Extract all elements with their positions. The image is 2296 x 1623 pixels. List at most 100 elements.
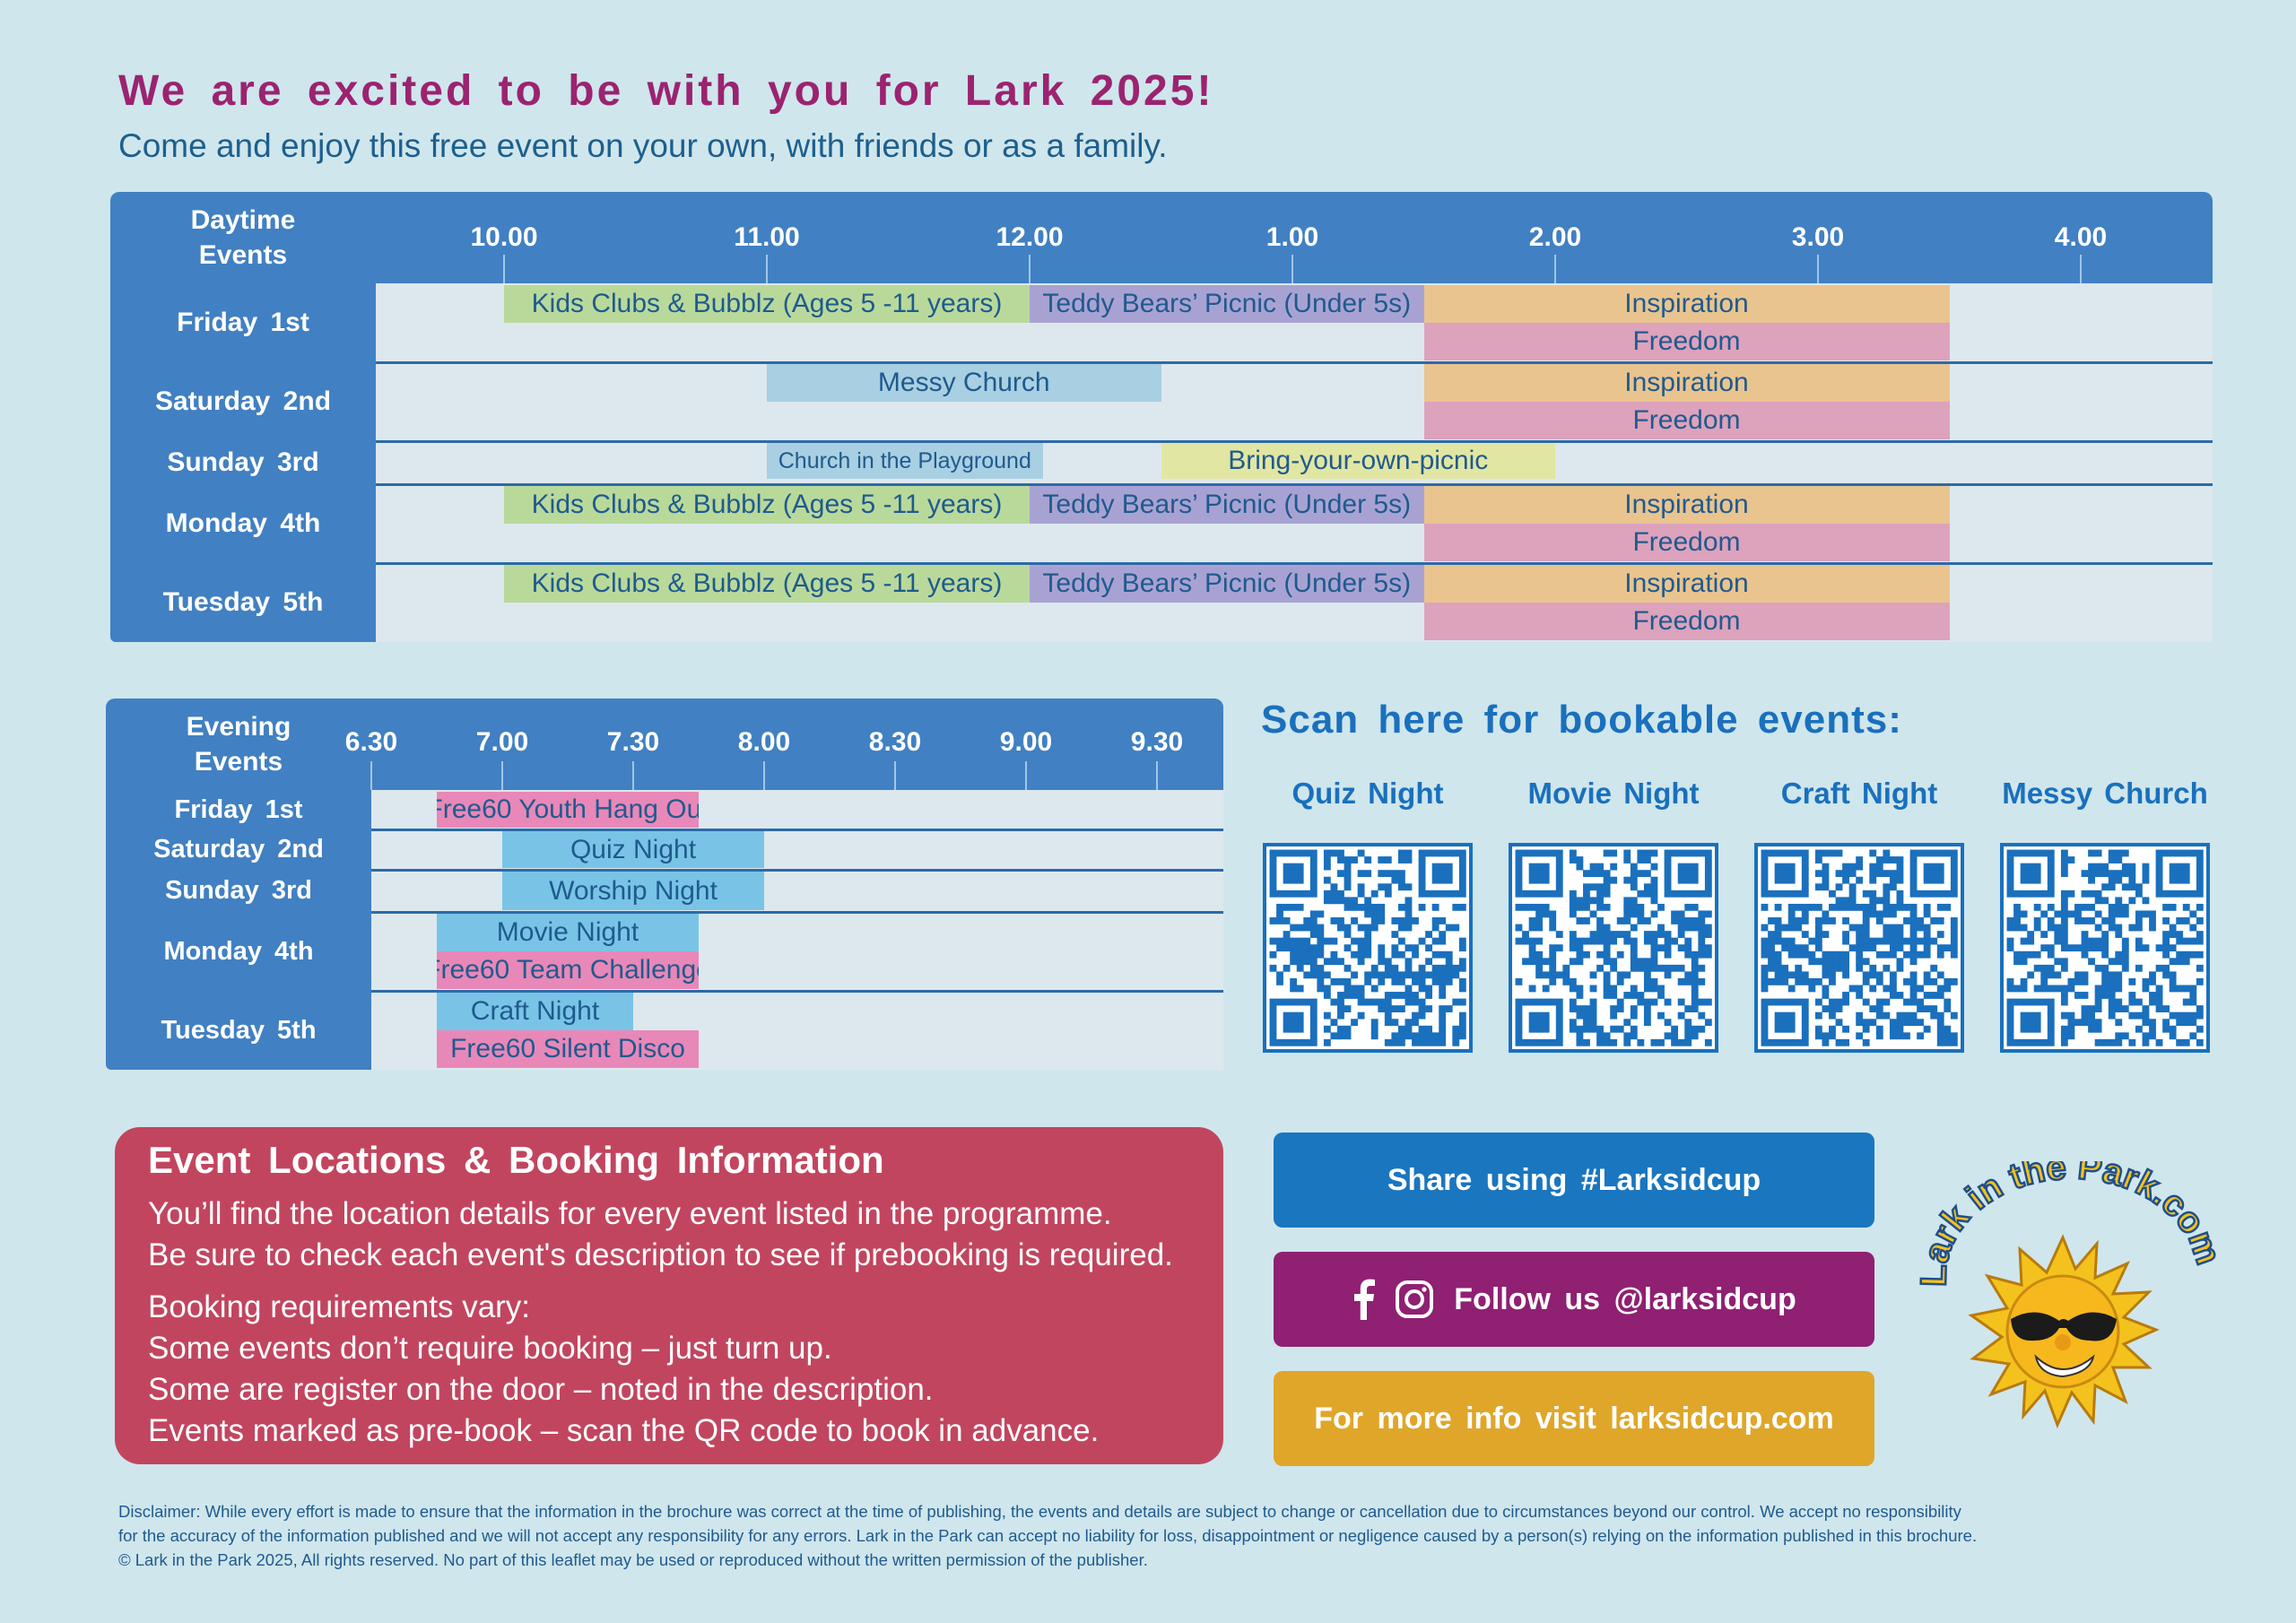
disclaimer-line: for the accuracy of the information publ… <box>118 1526 1978 1545</box>
event-block[interactable]: Worship Night <box>502 872 764 910</box>
day-label: Friday 1st <box>174 794 303 824</box>
facebook-icon <box>1352 1279 1376 1320</box>
time-tick <box>894 761 896 790</box>
row-divider <box>371 990 1223 993</box>
event-block[interactable]: Freedom <box>1423 524 1950 561</box>
info-line: Events marked as pre-book – scan the QR … <box>148 1413 1100 1448</box>
time-label: 8.30 <box>868 727 922 757</box>
row-divider <box>371 829 1223 831</box>
booking-info-title: Event Locations & Booking Information <box>148 1139 884 1181</box>
time-tick <box>766 255 768 283</box>
event-block[interactable]: Church in the Playground <box>767 443 1043 479</box>
event-block[interactable]: Freedom <box>1423 603 1950 640</box>
qr-label: Craft Night <box>1780 777 1938 810</box>
qr-code[interactable] <box>1754 843 1964 1053</box>
row-divider <box>376 562 2213 565</box>
qr-code[interactable] <box>1263 843 1473 1053</box>
event-block[interactable]: Inspiration <box>1423 285 1950 323</box>
event-block[interactable]: Inspiration <box>1423 364 1950 402</box>
qr-label: Messy Church <box>2002 777 2208 810</box>
booking-info-panel <box>115 1127 1223 1464</box>
disclaimer-line: Disclaimer: While every effort is made t… <box>118 1502 1961 1521</box>
time-tick <box>1029 255 1031 283</box>
time-tick <box>503 255 505 283</box>
event-block[interactable]: Freedom <box>1423 402 1950 439</box>
time-tick <box>501 761 503 790</box>
event-block[interactable]: Craft Night <box>437 993 633 1030</box>
time-label: 8.00 <box>737 727 791 757</box>
qr-label: Quiz Night <box>1292 777 1444 810</box>
event-block[interactable]: Messy Church <box>767 364 1161 402</box>
time-tick <box>1025 761 1027 790</box>
lark-in-the-park-logo: Lark in the Park.com <box>1913 1146 2230 1430</box>
day-label: Friday 1st <box>177 308 309 337</box>
qr-code[interactable] <box>2000 843 2210 1053</box>
event-block[interactable]: Bring-your-own-picnic <box>1161 443 1555 479</box>
row-divider <box>376 440 2213 443</box>
daytime-schedule: Daytime Events 10.00 11.00 12.00 1.00 2.00 3.0… <box>110 192 2213 642</box>
event-block[interactable]: Free60 Youth Hang Out <box>437 792 699 828</box>
day-label: Tuesday 5th <box>162 587 324 617</box>
day-label: Tuesday 5th <box>161 1015 317 1045</box>
day-label: Saturday 2nd <box>154 386 332 416</box>
event-block[interactable]: Free60 Silent Disco <box>437 1030 699 1068</box>
share-hashtag-label: Share using #Larksidcup <box>1387 1162 1761 1197</box>
event-block[interactable]: Kids Clubs & Bubblz (Ages 5 -11 years) <box>504 285 1030 323</box>
time-tick <box>763 761 765 790</box>
follow-us-button[interactable]: Follow us @larksidcup <box>1274 1252 1874 1347</box>
disclaimer-line: © Lark in the Park 2025, All rights rese… <box>118 1550 1148 1569</box>
info-line: Be sure to check each event's descriptio… <box>148 1237 1173 1272</box>
page-title: We are excited to be with you for Lark 2… <box>118 67 1214 115</box>
time-label: 10.00 <box>470 222 538 252</box>
time-label: 1.00 <box>1265 222 1319 252</box>
row-divider <box>371 911 1223 914</box>
scan-title: Scan here for bookable events: <box>1261 698 1902 742</box>
info-line: Booking requirements vary: <box>148 1289 531 1324</box>
event-block[interactable]: Kids Clubs & Bubblz (Ages 5 -11 years) <box>504 486 1030 524</box>
time-tick <box>370 761 372 790</box>
event-block[interactable]: Quiz Night <box>502 831 764 868</box>
event-block[interactable]: Freedom <box>1423 323 1950 360</box>
time-label: 11.00 <box>734 222 800 252</box>
day-label: Monday 4th <box>163 936 314 966</box>
time-tick <box>1817 255 1819 283</box>
row-divider <box>371 869 1223 872</box>
more-info-button[interactable]: For more info visit larksidcup.com <box>1274 1371 1874 1466</box>
time-tick <box>632 761 634 790</box>
day-label: Monday 4th <box>165 508 321 538</box>
time-label: 2.00 <box>1528 222 1582 252</box>
share-hashtag-button[interactable]: Share using #Larksidcup <box>1274 1133 1874 1228</box>
info-line: You’ll find the location details for eve… <box>148 1196 1112 1231</box>
time-label: 12.00 <box>996 222 1064 252</box>
schedule-header-label: Evening Events <box>186 712 291 777</box>
event-block[interactable]: Free60 Team Challenge <box>437 951 699 989</box>
row-divider <box>376 361 2213 364</box>
time-tick <box>1156 761 1158 790</box>
time-label: 3.00 <box>1791 222 1845 252</box>
day-label: Sunday 3rd <box>165 876 312 905</box>
time-label: 7.00 <box>475 727 529 757</box>
event-block[interactable]: Teddy Bears’ Picnic (Under 5s) <box>1030 285 1424 323</box>
time-tick <box>2080 255 2082 283</box>
event-block[interactable]: Teddy Bears’ Picnic (Under 5s) <box>1030 565 1424 603</box>
evening-schedule: Evening Events 6.30 7.00 7.30 8.00 8.30 9.00 9.… <box>106 699 1223 1070</box>
info-line: Some events don’t require booking – just… <box>148 1331 832 1366</box>
disclaimer: Disclaimer: While every effort is made t… <box>118 1499 2208 1572</box>
time-label: 7.30 <box>606 727 660 757</box>
follow-us-label: Follow us @larksidcup <box>1454 1281 1796 1316</box>
day-label: Saturday 2nd <box>153 835 324 864</box>
time-tick <box>1292 255 1293 283</box>
more-info-label: For more info visit larksidcup.com <box>1314 1401 1834 1436</box>
event-block[interactable]: Movie Night <box>437 914 699 951</box>
event-block[interactable]: Inspiration <box>1423 565 1950 603</box>
time-label: 6.30 <box>344 727 398 757</box>
event-block[interactable]: Inspiration <box>1423 486 1950 524</box>
instagram-icon <box>1395 1280 1434 1319</box>
event-block[interactable]: Teddy Bears’ Picnic (Under 5s) <box>1030 486 1424 524</box>
time-label: 9.30 <box>1130 727 1184 757</box>
event-block[interactable]: Kids Clubs & Bubblz (Ages 5 -11 years) <box>504 565 1030 603</box>
qr-label: Movie Night <box>1527 777 1700 810</box>
row-divider <box>376 483 2213 486</box>
qr-code[interactable] <box>1509 843 1718 1053</box>
info-line: Some are register on the door – noted in… <box>148 1372 934 1407</box>
